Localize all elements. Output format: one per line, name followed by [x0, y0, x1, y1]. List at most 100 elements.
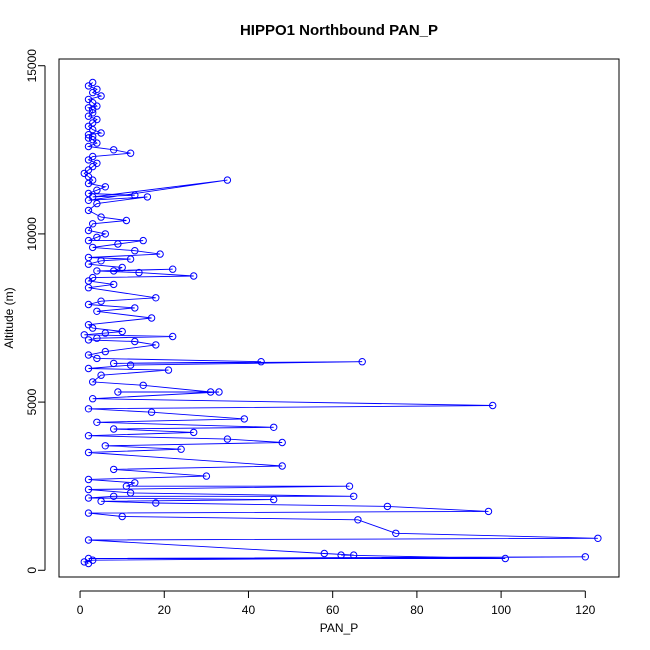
data-point: [110, 280, 118, 289]
data-point: [110, 146, 118, 154]
data-point: [93, 186, 101, 194]
data-point: [278, 438, 286, 447]
data-point: [80, 558, 89, 566]
x-tick-label: 80: [410, 603, 424, 617]
data-point: [101, 347, 110, 356]
data-point: [594, 534, 602, 542]
data-point: [84, 179, 93, 188]
data-point: [350, 551, 358, 559]
x-axis-label: PAN_P: [320, 621, 358, 635]
data-point: [93, 139, 101, 147]
data-point: [101, 442, 110, 450]
data-point: [501, 554, 509, 563]
data-point: [345, 482, 354, 490]
data-point: [84, 196, 93, 205]
data-point: [139, 236, 147, 245]
data-point: [84, 156, 93, 164]
data-point: [114, 388, 122, 396]
data-point: [135, 268, 143, 277]
data-point: [84, 351, 93, 359]
data-point: [126, 361, 135, 369]
data-point: [110, 465, 118, 474]
data-point: [84, 336, 93, 344]
chart-title: HIPPO1 Northbound PAN_P: [240, 22, 438, 39]
x-tick-label: 60: [326, 603, 340, 617]
x-tick-label: 0: [77, 603, 84, 617]
data-point: [93, 307, 101, 315]
data-point: [84, 432, 93, 440]
x-tick-label: 20: [158, 603, 172, 617]
data-point: [131, 304, 139, 312]
data-point: [84, 300, 93, 309]
data-point: [143, 193, 152, 201]
data-point: [84, 104, 93, 112]
data-point: [152, 499, 160, 507]
data-point: [337, 551, 345, 559]
data-point: [93, 199, 101, 208]
y-tick-label: 5000: [25, 388, 39, 415]
data-point: [270, 495, 278, 504]
y-axis-label: Altitude (m): [2, 287, 16, 348]
data-point: [97, 497, 105, 505]
data-point: [101, 329, 110, 337]
data-point: [202, 472, 211, 480]
y-tick-label: 15000: [25, 49, 39, 83]
data-point: [169, 332, 177, 341]
data-series: [80, 78, 602, 568]
data-point: [278, 462, 286, 470]
data-point: [97, 257, 105, 265]
data-point: [89, 243, 97, 252]
y-axis: 0 5000 10000 15000: [25, 49, 46, 574]
data-point: [206, 388, 215, 396]
data-point: [84, 536, 93, 544]
y-tick-label: 10000: [25, 217, 39, 251]
data-point: [84, 131, 93, 139]
data-point: [89, 88, 97, 97]
data-point: [110, 425, 118, 433]
x-tick-label: 40: [242, 603, 256, 617]
data-point: [169, 265, 177, 273]
plot-frame: [58, 58, 620, 578]
data-point: [93, 418, 101, 426]
data-point: [84, 494, 93, 502]
data-point: [84, 112, 93, 120]
data-point: [84, 284, 93, 292]
data-point: [392, 529, 400, 537]
data-point: [89, 220, 97, 228]
data-point: [354, 516, 362, 524]
data-point: [93, 334, 101, 342]
data-point: [97, 129, 105, 137]
x-tick-label: 120: [575, 603, 595, 617]
data-point: [131, 337, 139, 346]
data-point: [97, 213, 105, 221]
data-point: [126, 489, 135, 497]
data-point: [358, 358, 366, 366]
data-point: [240, 415, 249, 423]
data-point: [89, 378, 97, 386]
data-point: [97, 92, 105, 100]
data-point: [97, 297, 105, 305]
data-point: [484, 507, 493, 516]
data-point: [164, 366, 173, 374]
data-point: [114, 240, 122, 248]
data-point: [320, 549, 328, 558]
data-point: [93, 233, 101, 242]
data-point: [126, 255, 135, 263]
data-point: [93, 267, 101, 275]
data-point: [84, 82, 93, 90]
data-point: [84, 405, 93, 413]
data-point: [257, 358, 265, 366]
data-point: [89, 395, 97, 403]
data-point: [350, 492, 358, 500]
data-point: [190, 428, 198, 437]
data-point: [147, 314, 156, 322]
data-point: [84, 134, 93, 142]
series-line: [82, 82, 598, 564]
x-tick-label: 100: [491, 603, 511, 617]
data-point: [84, 226, 93, 235]
data-point: [581, 553, 589, 561]
data-point: [101, 183, 110, 191]
data-point: [122, 482, 131, 490]
data-point: [152, 294, 160, 302]
